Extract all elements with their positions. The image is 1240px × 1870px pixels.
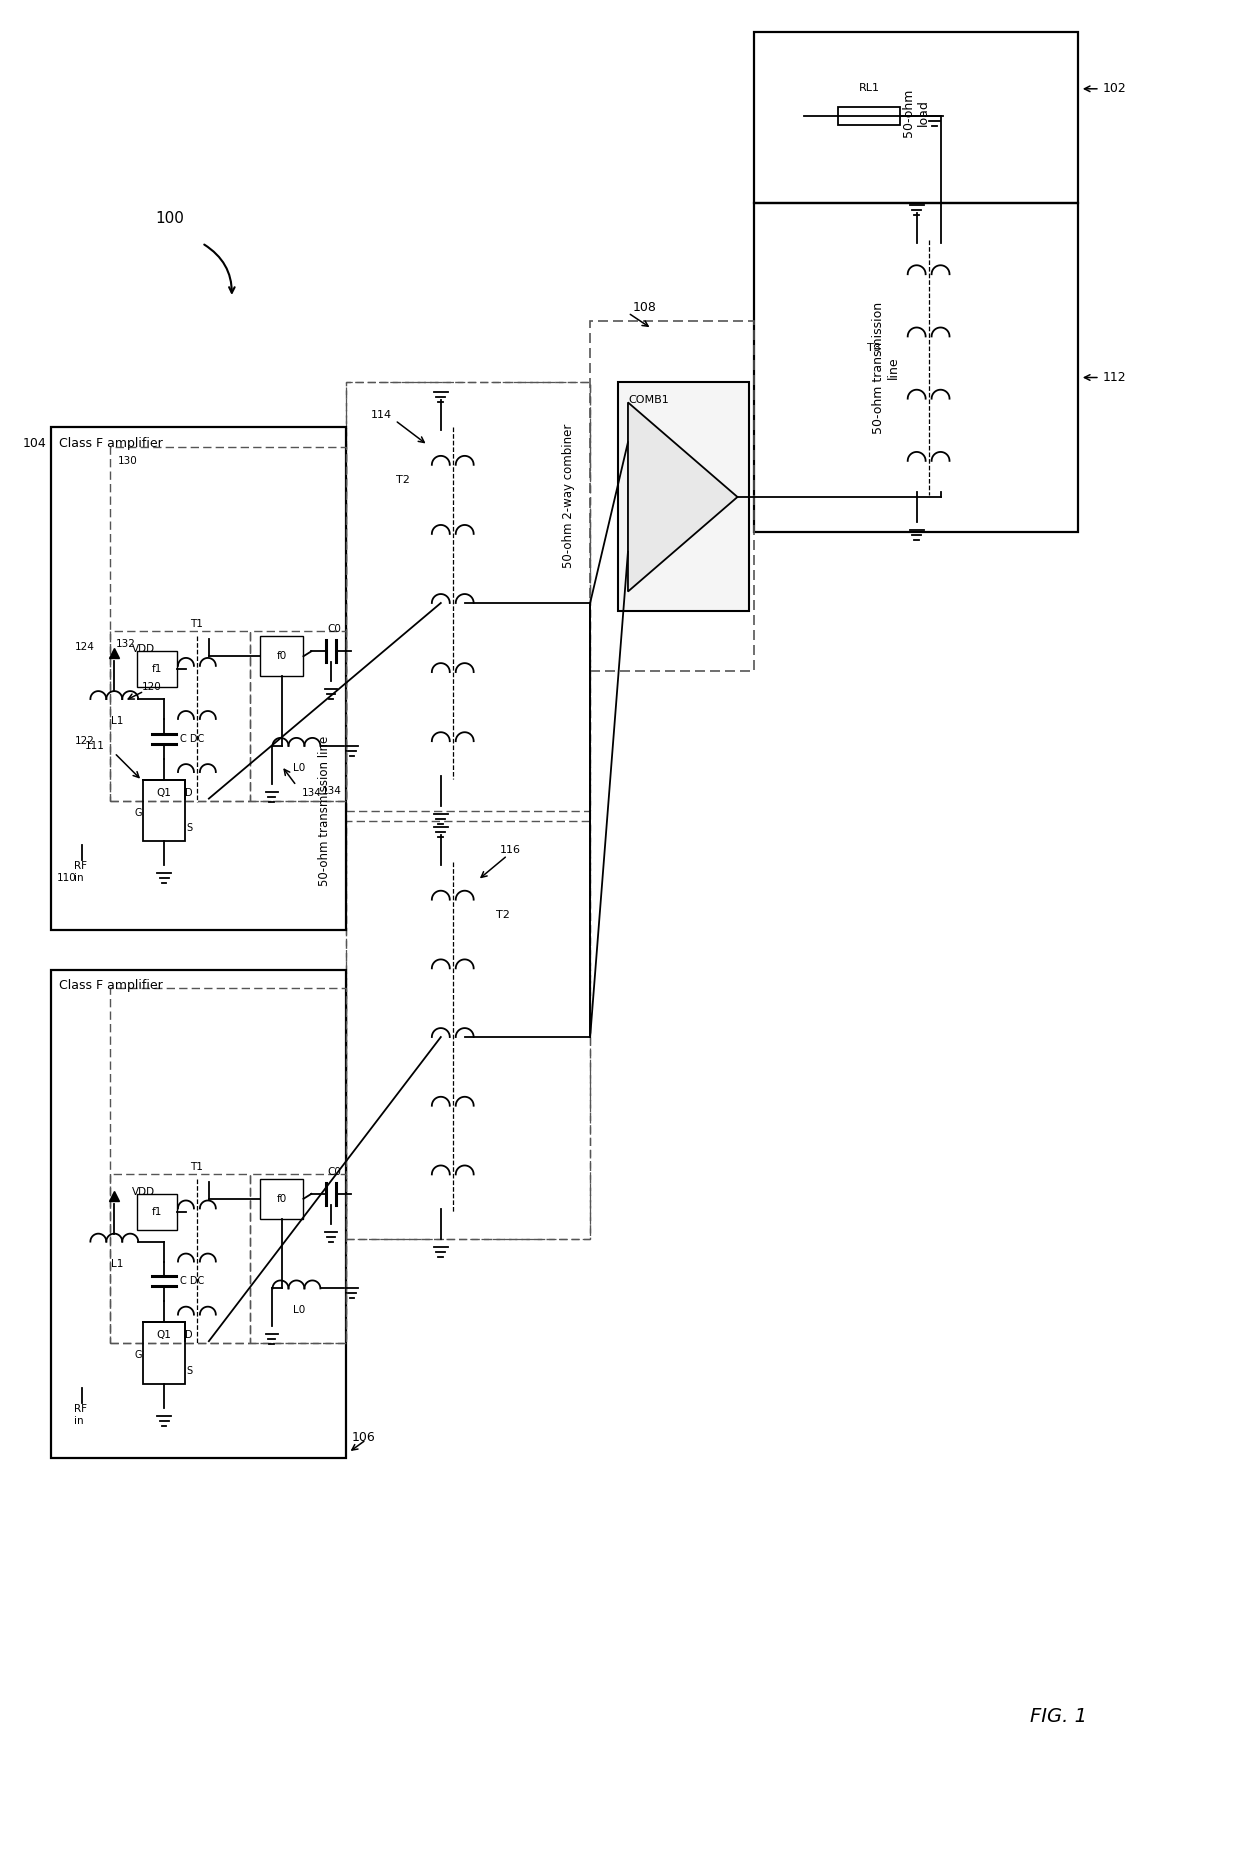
Text: 114: 114 <box>371 410 392 421</box>
Text: 120: 120 <box>143 683 162 692</box>
Bar <box>590 322 754 671</box>
Bar <box>249 1174 346 1343</box>
Bar <box>754 204 1078 531</box>
Text: L1: L1 <box>112 716 124 726</box>
Text: 50-ohm transmission
line: 50-ohm transmission line <box>872 301 900 434</box>
Bar <box>138 1193 177 1230</box>
Text: f1: f1 <box>151 664 162 675</box>
Text: FIG. 1: FIG. 1 <box>1029 1707 1086 1726</box>
Text: 106: 106 <box>351 1431 374 1444</box>
Text: Q1: Q1 <box>156 787 171 798</box>
Text: Class F amplifier: Class F amplifier <box>58 438 162 449</box>
Text: 50-ohm transmission line: 50-ohm transmission line <box>317 735 331 886</box>
Polygon shape <box>627 402 738 591</box>
Text: T2: T2 <box>396 475 410 484</box>
Bar <box>346 383 590 1238</box>
Text: 130: 130 <box>118 456 138 466</box>
Text: S: S <box>186 823 192 834</box>
Text: f1: f1 <box>151 1206 162 1217</box>
Text: 132: 132 <box>117 640 136 649</box>
Bar <box>143 1322 185 1384</box>
Text: 124: 124 <box>74 641 94 653</box>
Text: L0: L0 <box>294 1305 305 1315</box>
Text: 110: 110 <box>57 873 77 883</box>
Text: G: G <box>134 808 141 817</box>
Bar <box>51 426 346 929</box>
Text: L0: L0 <box>294 763 305 772</box>
Text: VDD: VDD <box>133 1187 155 1197</box>
Text: 50-ohm
load: 50-ohm load <box>903 88 930 137</box>
Text: L1: L1 <box>112 1259 124 1268</box>
Text: 108: 108 <box>632 301 657 314</box>
Bar <box>143 780 185 842</box>
Text: C0: C0 <box>327 625 341 634</box>
Bar <box>110 632 249 800</box>
Bar <box>51 971 346 1457</box>
Bar <box>346 821 590 1238</box>
Bar <box>838 107 900 125</box>
Text: 102: 102 <box>1102 82 1127 95</box>
Text: T3: T3 <box>867 342 880 353</box>
Text: D: D <box>185 1330 192 1341</box>
Text: C DC: C DC <box>180 1277 205 1287</box>
Text: 134: 134 <box>321 785 341 795</box>
Text: RF
in: RF in <box>74 1404 88 1425</box>
Text: 112: 112 <box>1102 370 1126 383</box>
Text: Q1: Q1 <box>156 1330 171 1341</box>
Text: D: D <box>185 787 192 798</box>
Bar <box>754 32 1078 204</box>
Text: COMB1: COMB1 <box>627 395 668 406</box>
Bar <box>346 383 590 810</box>
Bar <box>110 987 346 1343</box>
Text: T1: T1 <box>191 1161 203 1172</box>
Text: T2: T2 <box>496 911 510 920</box>
Bar <box>259 636 304 677</box>
Text: 50-ohm 2-way combiner: 50-ohm 2-way combiner <box>562 424 574 568</box>
Bar <box>249 632 346 800</box>
Text: RL1: RL1 <box>858 82 879 94</box>
Bar <box>110 1174 249 1343</box>
Text: T1: T1 <box>191 619 203 630</box>
Text: 134: 134 <box>301 787 321 798</box>
Text: VDD: VDD <box>133 645 155 654</box>
Bar <box>138 651 177 686</box>
Bar <box>110 447 346 800</box>
Text: RF
in: RF in <box>74 862 88 883</box>
Text: 116: 116 <box>500 845 521 855</box>
Text: 111: 111 <box>84 741 104 752</box>
Bar <box>618 383 749 611</box>
Text: 122: 122 <box>74 737 94 746</box>
Text: f0: f0 <box>277 651 286 662</box>
Text: S: S <box>186 1367 192 1376</box>
Text: C0: C0 <box>327 1167 341 1176</box>
Bar <box>259 1178 304 1219</box>
Text: f0: f0 <box>277 1193 286 1204</box>
Text: 100: 100 <box>155 211 185 226</box>
Text: Class F amplifier: Class F amplifier <box>58 980 162 993</box>
Text: G: G <box>134 1350 141 1359</box>
Text: 104: 104 <box>22 438 47 449</box>
Text: C DC: C DC <box>180 733 205 744</box>
